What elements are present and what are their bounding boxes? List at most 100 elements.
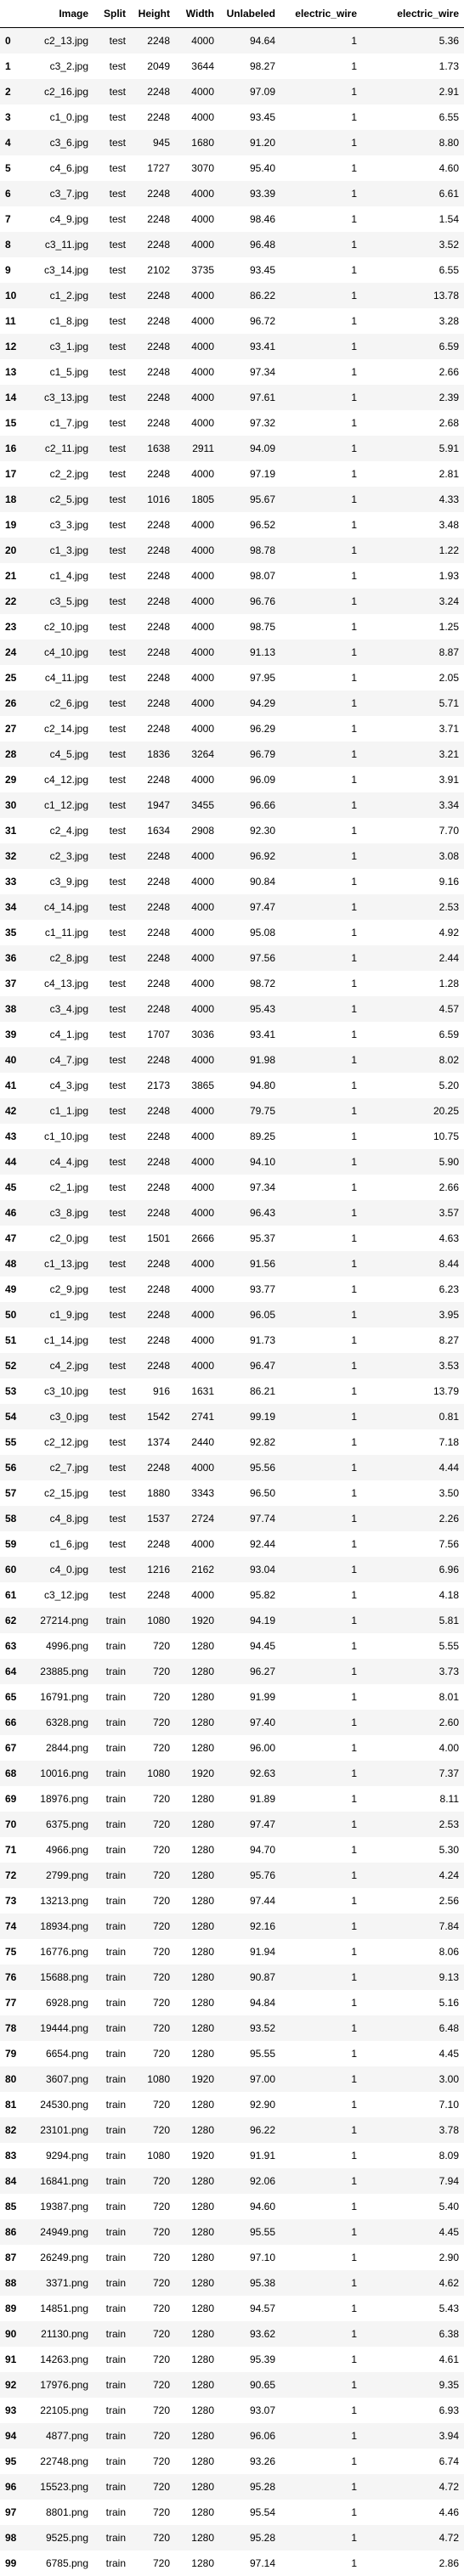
unlabeled-cell: 97.95 — [249, 672, 275, 684]
electric-wire-cell: 1 — [351, 366, 357, 378]
width-cell: 1280 — [191, 1716, 214, 1728]
row-index: 29 — [5, 774, 17, 786]
height-cell: 2248 — [147, 1003, 170, 1015]
row-index: 25 — [5, 672, 17, 684]
unlabeled-cell: 94.64 — [249, 35, 275, 47]
height-cell: 1727 — [147, 162, 170, 174]
electric-wire-pct-cell: 4.57 — [439, 1003, 459, 1015]
width-cell: 4000 — [191, 723, 214, 735]
electric-wire-pct-cell: 13.79 — [433, 1385, 459, 1397]
unlabeled-cell: 86.22 — [249, 290, 275, 302]
electric-wire-pct-cell: 5.36 — [439, 35, 459, 47]
table-row: 64 23885.png train 720 1280 96.27 1 3.73 — [0, 1659, 464, 1684]
unlabeled-cell: 98.07 — [249, 570, 275, 582]
image-cell: c3_9.jpg — [49, 876, 88, 888]
table-row: 2 c2_16.jpg test 2248 4000 97.09 1 2.91 — [0, 79, 464, 104]
split-cell: test — [109, 748, 126, 760]
table-row: 68 10016.png train 1080 1920 92.63 1 7.37 — [0, 1761, 464, 1786]
electric-wire-cell: 1 — [351, 315, 357, 327]
height-cell: 1080 — [147, 2150, 170, 2162]
height-cell: 1707 — [147, 1029, 170, 1040]
row-index: 99 — [5, 2557, 17, 2569]
unlabeled-cell: 95.67 — [249, 493, 275, 505]
height-cell: 2248 — [147, 1156, 170, 1168]
electric-wire-cell: 1 — [351, 850, 357, 862]
row-index: 21 — [5, 570, 17, 582]
table-row: 39 c4_1.jpg test 1707 3036 93.41 1 6.59 — [0, 1022, 464, 1047]
row-index: 54 — [5, 1411, 17, 1423]
row-index: 79 — [5, 2048, 17, 2060]
electric-wire-cell: 1 — [351, 876, 357, 888]
image-cell: c4_3.jpg — [49, 1079, 88, 1091]
split-cell: test — [109, 1156, 126, 1168]
electric-wire-pct-cell: 2.39 — [439, 392, 459, 403]
split-cell: test — [109, 1411, 126, 1423]
electric-wire-cell: 1 — [351, 1156, 357, 1168]
unlabeled-cell: 95.38 — [249, 2277, 275, 2289]
height-cell: 720 — [152, 1895, 170, 1907]
electric-wire-pct-cell: 3.73 — [439, 1666, 459, 1677]
electric-wire-pct-cell: 1.54 — [439, 213, 459, 225]
height-cell: 2248 — [147, 1309, 170, 1321]
electric-wire-pct-cell: 3.21 — [439, 748, 459, 760]
electric-wire-pct-cell: 4.44 — [439, 1462, 459, 1474]
unlabeled-cell: 97.19 — [249, 468, 275, 480]
electric-wire-cell: 1 — [351, 2379, 357, 2391]
electric-wire-cell: 1 — [351, 35, 357, 47]
width-cell: 4000 — [191, 850, 214, 862]
height-cell: 720 — [152, 2379, 170, 2391]
split-cell: train — [105, 1869, 126, 1881]
electric-wire-cell: 1 — [351, 2557, 357, 2569]
electric-wire-cell: 1 — [351, 341, 357, 352]
electric-wire-pct-cell: 8.09 — [439, 2150, 459, 2162]
split-cell: test — [109, 60, 126, 72]
width-cell: 1280 — [191, 2532, 214, 2544]
table-row: 11 c1_8.jpg test 2248 4000 96.72 1 3.28 — [0, 308, 464, 334]
unlabeled-cell: 97.74 — [249, 1513, 275, 1525]
split-cell: test — [109, 723, 126, 735]
electric-wire-pct-cell: 6.96 — [439, 1564, 459, 1575]
image-cell: c3_1.jpg — [49, 341, 88, 352]
electric-wire-pct-cell: 3.52 — [439, 239, 459, 251]
electric-wire-column-header: electric_wire — [280, 0, 362, 28]
width-cell: 4000 — [191, 570, 214, 582]
electric-wire-pct-cell: 8.87 — [439, 646, 459, 658]
height-cell: 2248 — [147, 1589, 170, 1601]
width-cell: 1280 — [191, 1895, 214, 1907]
electric-wire-pct-cell: 4.45 — [439, 2048, 459, 2060]
row-index: 65 — [5, 1691, 17, 1703]
row-index: 45 — [5, 1181, 17, 1193]
width-cell: 3036 — [191, 1029, 214, 1040]
width-cell: 4000 — [191, 111, 214, 123]
unlabeled-cell: 93.07 — [249, 2404, 275, 2416]
row-index: 15 — [5, 417, 17, 429]
height-cell: 720 — [152, 2328, 170, 2340]
image-cell: c4_9.jpg — [49, 213, 88, 225]
unlabeled-cell: 94.45 — [249, 1640, 275, 1652]
width-cell: 3735 — [191, 264, 214, 276]
height-cell: 2049 — [147, 60, 170, 72]
unlabeled-cell: 90.65 — [249, 2379, 275, 2391]
electric-wire-pct-cell: 7.18 — [439, 1436, 459, 1448]
row-index: 2 — [5, 86, 11, 98]
table-row: 88 3371.png train 720 1280 95.38 1 4.62 — [0, 2270, 464, 2296]
split-cell: test — [109, 1181, 126, 1193]
electric-wire-pct-cell: 8.44 — [439, 1258, 459, 1270]
electric-wire-pct-cell: 9.16 — [439, 876, 459, 888]
image-cell: c1_11.jpg — [44, 927, 88, 939]
image-cell: 22748.png — [40, 2455, 88, 2467]
row-index: 77 — [5, 1997, 17, 2009]
split-cell: test — [109, 1564, 126, 1575]
split-cell: train — [105, 2201, 126, 2212]
electric-wire-pct-cell: 4.33 — [439, 493, 459, 505]
table-row: 61 c3_12.jpg test 2248 4000 95.82 1 4.18 — [0, 1582, 464, 1608]
row-index: 13 — [5, 366, 17, 378]
table-row: 17 c2_2.jpg test 2248 4000 97.19 1 2.81 — [0, 461, 464, 487]
electric-wire-cell: 1 — [351, 1105, 357, 1117]
height-cell: 720 — [152, 1716, 170, 1728]
split-cell: test — [109, 570, 126, 582]
table-row: 32 c2_3.jpg test 2248 4000 96.92 1 3.08 — [0, 843, 464, 869]
image-cell: c3_13.jpg — [43, 392, 88, 403]
width-cell: 4000 — [191, 1309, 214, 1321]
image-cell: c1_3.jpg — [49, 544, 88, 556]
